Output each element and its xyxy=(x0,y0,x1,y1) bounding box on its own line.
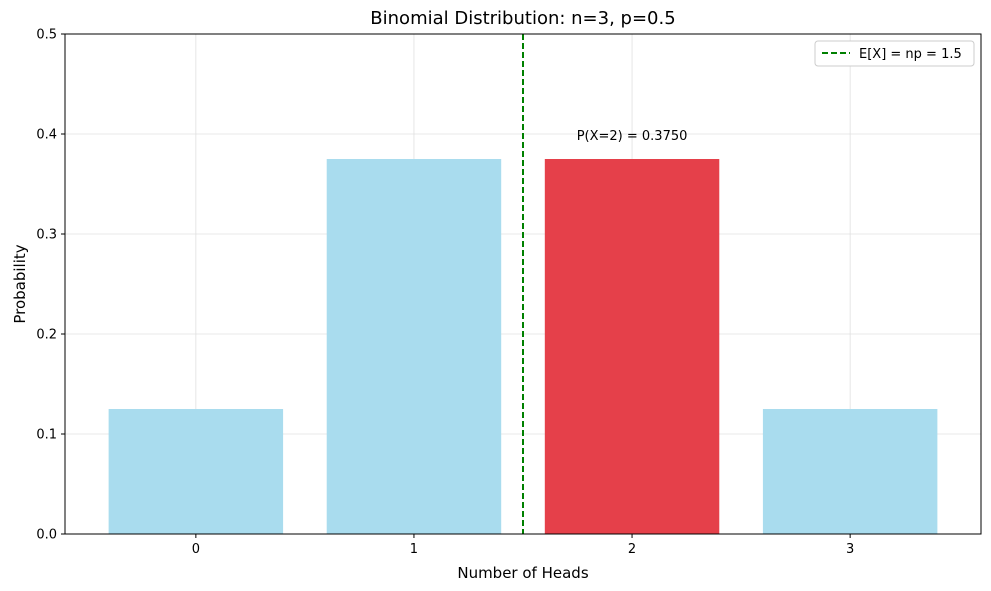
y-axis: 0.0 0.1 0.2 0.3 0.4 0.5 xyxy=(36,28,65,543)
bar xyxy=(108,409,284,534)
bar-highlighted xyxy=(544,159,720,534)
chart-title: Binomial Distribution: n=3, p=0.5 xyxy=(370,8,675,29)
highlight-annotation: P(X=2) = 0.3750 xyxy=(577,129,688,144)
legend-box xyxy=(814,40,975,67)
y-tick-label: 0.1 xyxy=(36,428,57,443)
x-tick-label: 3 xyxy=(846,542,854,557)
x-tick-label: 1 xyxy=(410,542,418,557)
legend-entry-mean: E[X] = np = 1.5 xyxy=(859,47,962,62)
bar xyxy=(762,409,938,534)
bars xyxy=(108,159,938,534)
y-tick-label: 0.3 xyxy=(36,228,57,243)
y-tick-label: 0.5 xyxy=(36,28,57,43)
y-tick-label: 0.2 xyxy=(36,328,57,343)
annotations: P(X=2) = 0.3750 xyxy=(577,129,688,144)
x-axis: 0 1 2 3 xyxy=(192,534,854,557)
y-tick-label: 0.4 xyxy=(36,128,57,143)
x-tick-label: 2 xyxy=(628,542,636,557)
y-axis-label: Probability xyxy=(11,244,29,323)
legend: E[X] = np = 1.5 xyxy=(814,40,975,67)
bar xyxy=(326,159,502,534)
x-tick-label: 0 xyxy=(192,542,200,557)
y-tick-label: 0.0 xyxy=(36,528,57,543)
x-axis-label: Number of Heads xyxy=(457,564,588,582)
plot-frame xyxy=(64,33,982,535)
